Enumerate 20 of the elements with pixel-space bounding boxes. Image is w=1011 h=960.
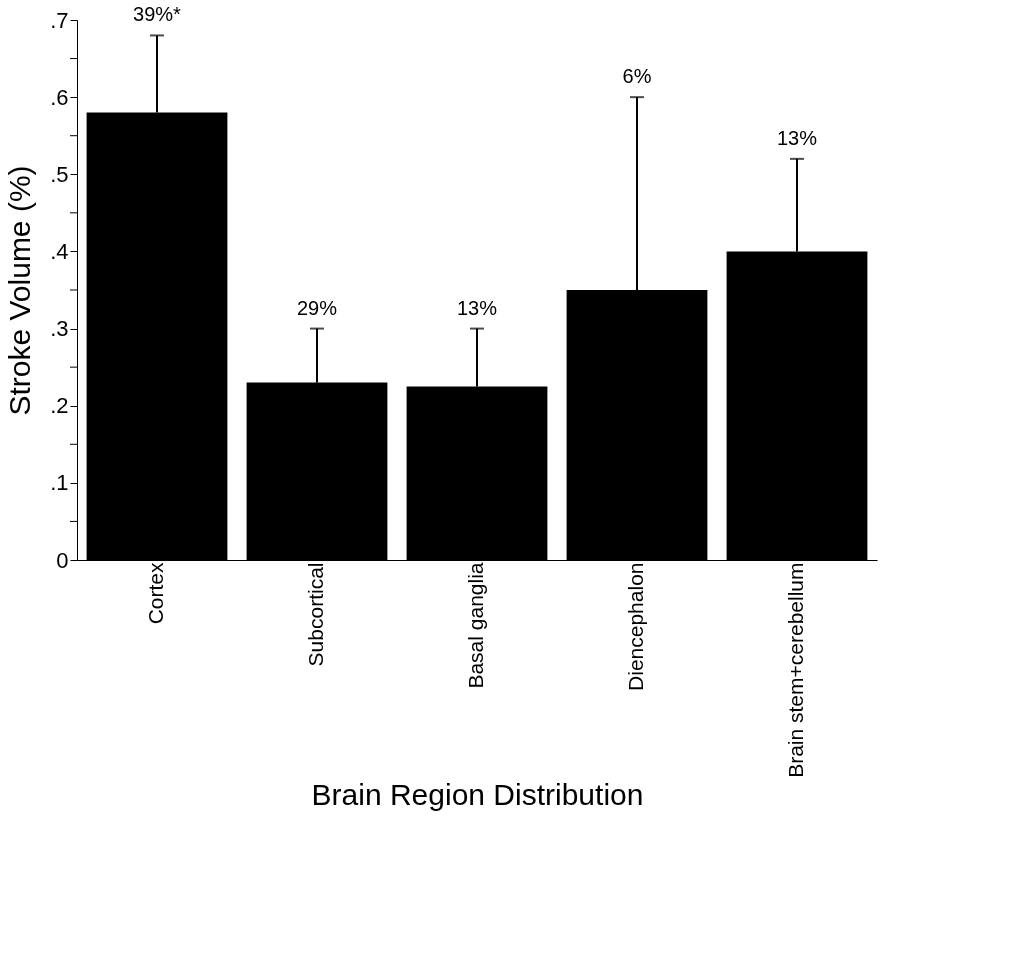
x-tick-label: Diencephalon [624, 562, 647, 691]
y-tick-label: .5 [50, 161, 69, 187]
annotation: 6% [622, 65, 652, 88]
x-tick-label: Basal ganglia [464, 562, 487, 689]
x-tick-label: Subcortical [304, 562, 327, 667]
y-axis-title: Stroke Volume (%) [3, 165, 37, 416]
annotation: 13% [776, 126, 818, 149]
annotation: 29% [296, 296, 338, 319]
y-tick-label: .4 [50, 238, 69, 264]
annotation: 13% [456, 296, 498, 319]
y-tick-label: .1 [50, 470, 69, 496]
y-tick-label: .7 [50, 7, 69, 33]
annotation: 39%* [133, 3, 182, 26]
y-tick-label: 0 [56, 547, 69, 573]
y-tick-label: .3 [50, 316, 69, 342]
x-tick-label: Cortex [144, 562, 167, 625]
x-tick-label: Brain stem+cerebellum [784, 562, 807, 778]
x-axis-title: Brain Region Distribution [311, 777, 644, 811]
y-tick-label: .6 [50, 84, 69, 110]
y-tick-label: .2 [50, 393, 69, 419]
